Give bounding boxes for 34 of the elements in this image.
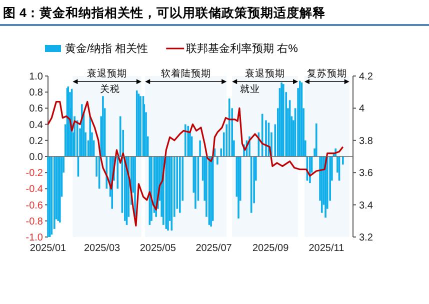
x-tick-label: 2025/07 (196, 243, 232, 254)
y-tick-label: 0.6 (29, 104, 44, 115)
y-tick-label: -0.4 (26, 184, 44, 196)
y2-tick-label: 4.2 (359, 72, 374, 82)
y-tick-label: 0.2 (29, 136, 44, 147)
legend-label: 联邦基金利率预期 右% (186, 42, 298, 55)
y2-tick-label: 4 (359, 104, 365, 115)
y-tick-label: 0.8 (29, 88, 44, 99)
x-tick-label: 2025/11 (308, 243, 345, 254)
band-label: 软着陆预期 (160, 68, 211, 80)
x-tick-label: 2025/03 (84, 243, 121, 254)
legend-item: 黄金/纳指 相关性 (45, 43, 148, 55)
band-label: 衰退预期 (87, 68, 128, 80)
y-tick-label: -0.6 (26, 200, 44, 212)
annotation: 就业 (240, 83, 260, 95)
y2-tick-label: 3.8 (359, 136, 374, 147)
legend-label: 黄金/纳指 相关性 (65, 42, 148, 55)
y-tick-label: -1.0 (26, 232, 44, 244)
annotation: 关税 (100, 83, 120, 95)
y-tick-label: -0.8 (26, 216, 44, 228)
y-tick-label: 1.0 (29, 72, 44, 82)
band-label: 复苏预期 (306, 68, 347, 80)
y2-tick-label: 3.4 (359, 200, 374, 212)
y-tick-label: -0.2 (26, 168, 44, 180)
legend-item: 联邦基金利率预期 右% (166, 43, 298, 55)
band-label: 衰退预期 (245, 68, 286, 80)
y2-tick-label: 3.6 (359, 168, 374, 180)
x-tick-label: 2025/05 (140, 243, 176, 254)
x-tick-label: 2025/09 (252, 243, 290, 254)
y2-tick-label: 3.2 (359, 232, 374, 244)
x-tick-label: 2025/01 (30, 243, 67, 254)
y-tick-label: 0.4 (29, 120, 44, 131)
y-tick-label: 0.0 (29, 152, 44, 163)
chart-title: 图 4：黄金和纳指相关性，可以用联储政策预期适度解释 (3, 5, 326, 20)
